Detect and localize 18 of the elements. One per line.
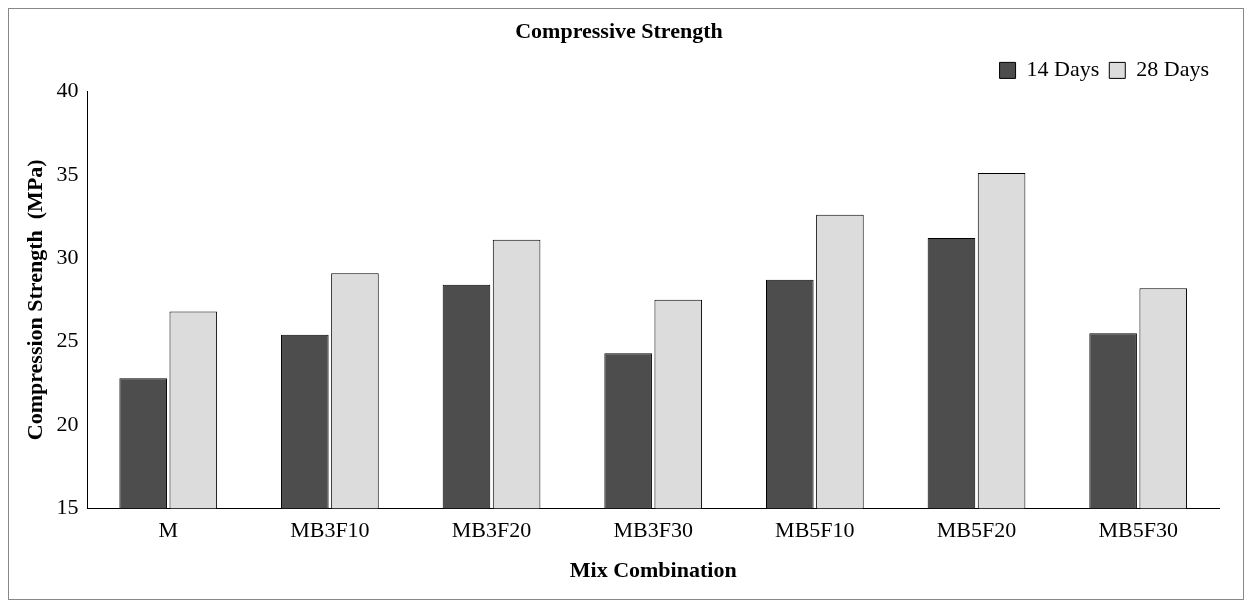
- x-tick-label: MB3F20: [451, 517, 532, 543]
- x-axis-title: Mix Combination: [569, 557, 737, 583]
- y-tick-label: 15: [56, 493, 79, 519]
- x-tick-label: MB3F10: [290, 517, 370, 543]
- chart-title: Compressive Strength: [515, 17, 723, 43]
- legend-label: 28 Days: [1136, 56, 1209, 82]
- y-tick-label: 30: [56, 243, 79, 269]
- y-tick-label: 35: [56, 160, 79, 186]
- y-tick-label: 20: [56, 410, 79, 436]
- y-tick-label: 40: [56, 77, 79, 103]
- y-axis-title: Compression Strength (MPa): [21, 159, 47, 441]
- x-tick-label: MB5F10: [775, 517, 855, 543]
- y-tick-label: 25: [56, 327, 79, 353]
- x-tick-label: MB5F30: [1098, 517, 1178, 543]
- x-tick-label: M: [158, 517, 179, 543]
- x-tick-label: MB3F30: [613, 517, 693, 543]
- x-tick-label: MB5F20: [936, 517, 1017, 543]
- legend-label: 14 Days: [1026, 56, 1100, 82]
